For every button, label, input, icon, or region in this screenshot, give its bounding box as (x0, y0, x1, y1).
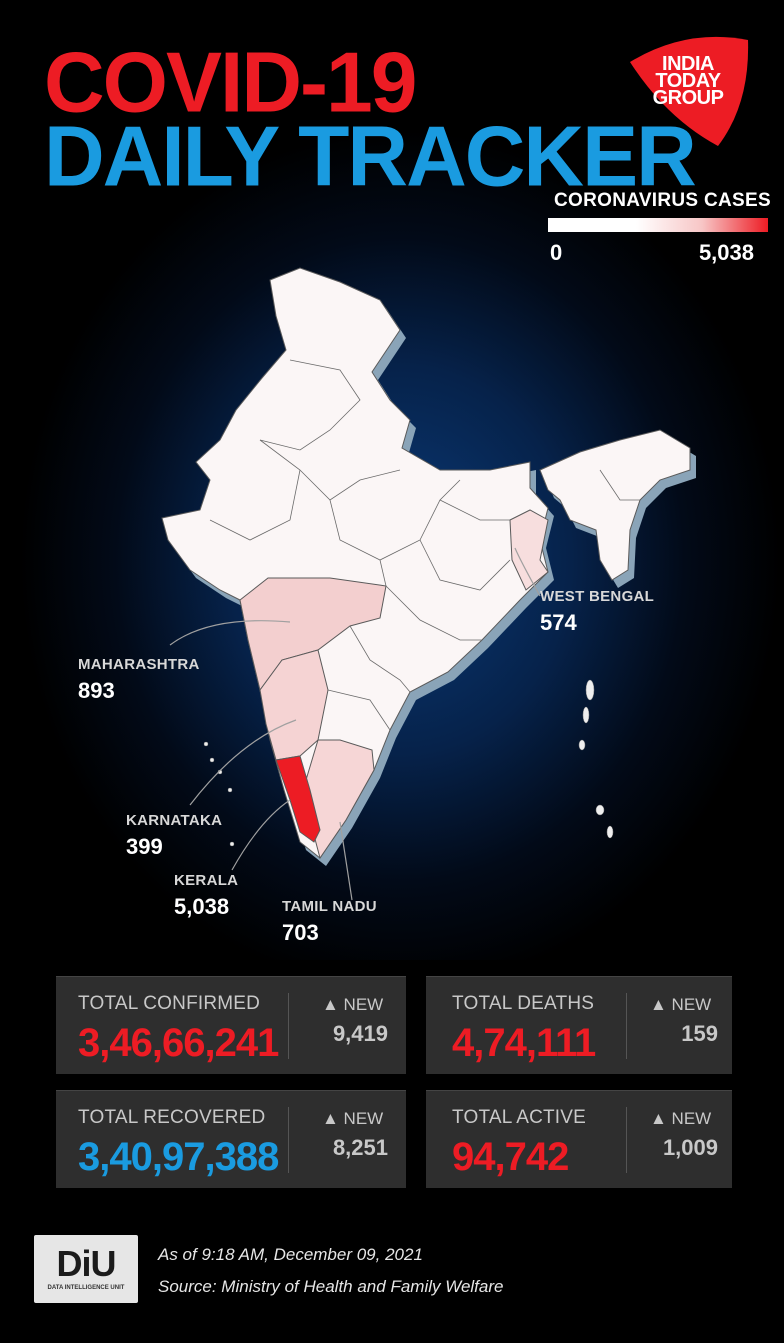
kerala-region (275, 755, 321, 843)
india-northeast (539, 429, 691, 581)
stat-divider (626, 993, 627, 1059)
callout-value-west-bengal: 574 (540, 610, 577, 635)
diu-logo-text: DiU (56, 1243, 117, 1284)
callout-value-kerala: 5,038 (174, 894, 230, 919)
callout-label-west-bengal: WEST BENGAL (540, 588, 655, 605)
stat-new-label: ▲ NEW (650, 995, 712, 1014)
stat-new-label: ▲ NEW (650, 1109, 712, 1128)
stat-label: TOTAL ACTIVE (452, 1107, 587, 1128)
stat-value: 4,74,111 (452, 1021, 596, 1065)
stat-new-value: 1,009 (662, 1135, 718, 1160)
callout-value-maharashtra: 893 (78, 678, 115, 703)
as-of-timestamp: As of 9:18 AM, December 09, 2021 (158, 1245, 423, 1264)
stat-label: TOTAL CONFIRMED (78, 993, 261, 1014)
callout-label-kerala: KERALA (174, 872, 239, 889)
callout-label-maharashtra: MAHARASHTRA (78, 656, 200, 673)
legend-min: 0 (550, 240, 563, 265)
source-note: Source: Ministry of Health and Family We… (158, 1277, 504, 1296)
stat-label: TOTAL RECOVERED (78, 1107, 266, 1128)
title-line-1: COVID-19 (44, 34, 417, 130)
stat-new-value: 8,251 (332, 1135, 388, 1160)
legend-title: CORONAVIRUS CASES (554, 190, 771, 211)
stat-value: 3,46,66,241 (78, 1021, 279, 1065)
title-line-2: DAILY TRACKER (44, 108, 697, 204)
stat-new-value: 9,419 (332, 1021, 388, 1046)
stat-new-label: ▲ NEW (322, 995, 384, 1014)
legend-max: 5,038 (698, 240, 754, 265)
stat-value: 3,40,97,388 (78, 1135, 279, 1179)
diu-logo-subtitle: DATA INTELLIGENCE UNIT (47, 1285, 125, 1291)
stat-new-value: 159 (681, 1021, 718, 1046)
stat-divider (626, 1107, 627, 1173)
callout-label-karnataka: KARNATAKA (126, 812, 223, 829)
callout-label-tamil-nadu: TAMIL NADU (282, 898, 377, 915)
india-choropleth-map (161, 267, 696, 901)
india-today-group-logo (630, 36, 749, 146)
stat-total-deaths: TOTAL DEATHS 4,74,111 ▲ NEW 159 (426, 976, 732, 1074)
stat-total-recovered: TOTAL RECOVERED 3,40,97,388 ▲ NEW 8,251 (56, 1090, 406, 1188)
callout-value-karnataka: 399 (126, 834, 163, 859)
diu-logo: DiU DATA INTELLIGENCE UNIT (34, 1235, 138, 1303)
stat-new-label: ▲ NEW (322, 1109, 384, 1128)
stat-value: 94,742 (452, 1135, 569, 1179)
stat-total-active: TOTAL ACTIVE 94,742 ▲ NEW 1,009 (426, 1090, 732, 1188)
stat-label: TOTAL DEATHS (452, 993, 595, 1014)
stat-divider (288, 993, 289, 1059)
callout-value-tamil-nadu: 703 (282, 920, 319, 945)
stat-divider (288, 1107, 289, 1173)
legend-color-scale (548, 218, 768, 232)
west-bengal-region (509, 509, 549, 591)
brand-logo-text: INDIA TODAY GROUP (652, 53, 724, 109)
stat-total-confirmed: TOTAL CONFIRMED 3,46,66,241 ▲ NEW 9,419 (56, 976, 406, 1074)
